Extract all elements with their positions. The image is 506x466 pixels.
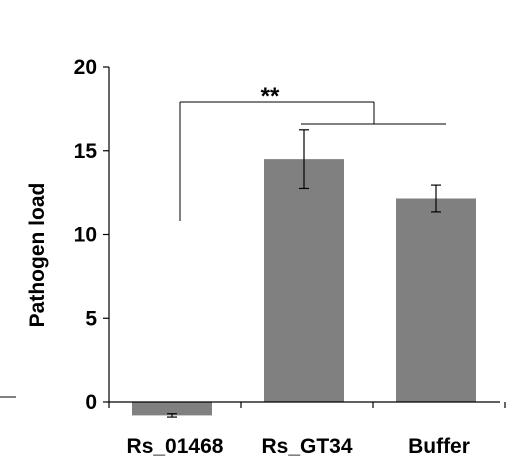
bars xyxy=(132,129,476,418)
bar xyxy=(132,402,212,416)
y-axis: 0 5 10 15 20 xyxy=(74,56,110,414)
y-tick-label: 5 xyxy=(85,307,97,330)
significance-annotation: ** xyxy=(179,83,446,221)
x-axis: Rs_01468 Rs_GT34 Buffer xyxy=(0,396,506,458)
x-category-label: Buffer xyxy=(408,435,470,458)
x-category-label: Rs_01468 xyxy=(127,435,224,458)
significance-label: ** xyxy=(261,83,280,110)
bar xyxy=(396,198,476,402)
bar xyxy=(264,159,344,402)
y-tick-label: 10 xyxy=(74,224,97,247)
y-tick-label: 0 xyxy=(85,391,97,414)
y-axis-title: Pathogen load xyxy=(26,183,49,328)
x-category-label: Rs_GT34 xyxy=(261,435,352,458)
y-tick-label: 20 xyxy=(74,56,97,79)
y-tick-label: 15 xyxy=(74,140,98,163)
